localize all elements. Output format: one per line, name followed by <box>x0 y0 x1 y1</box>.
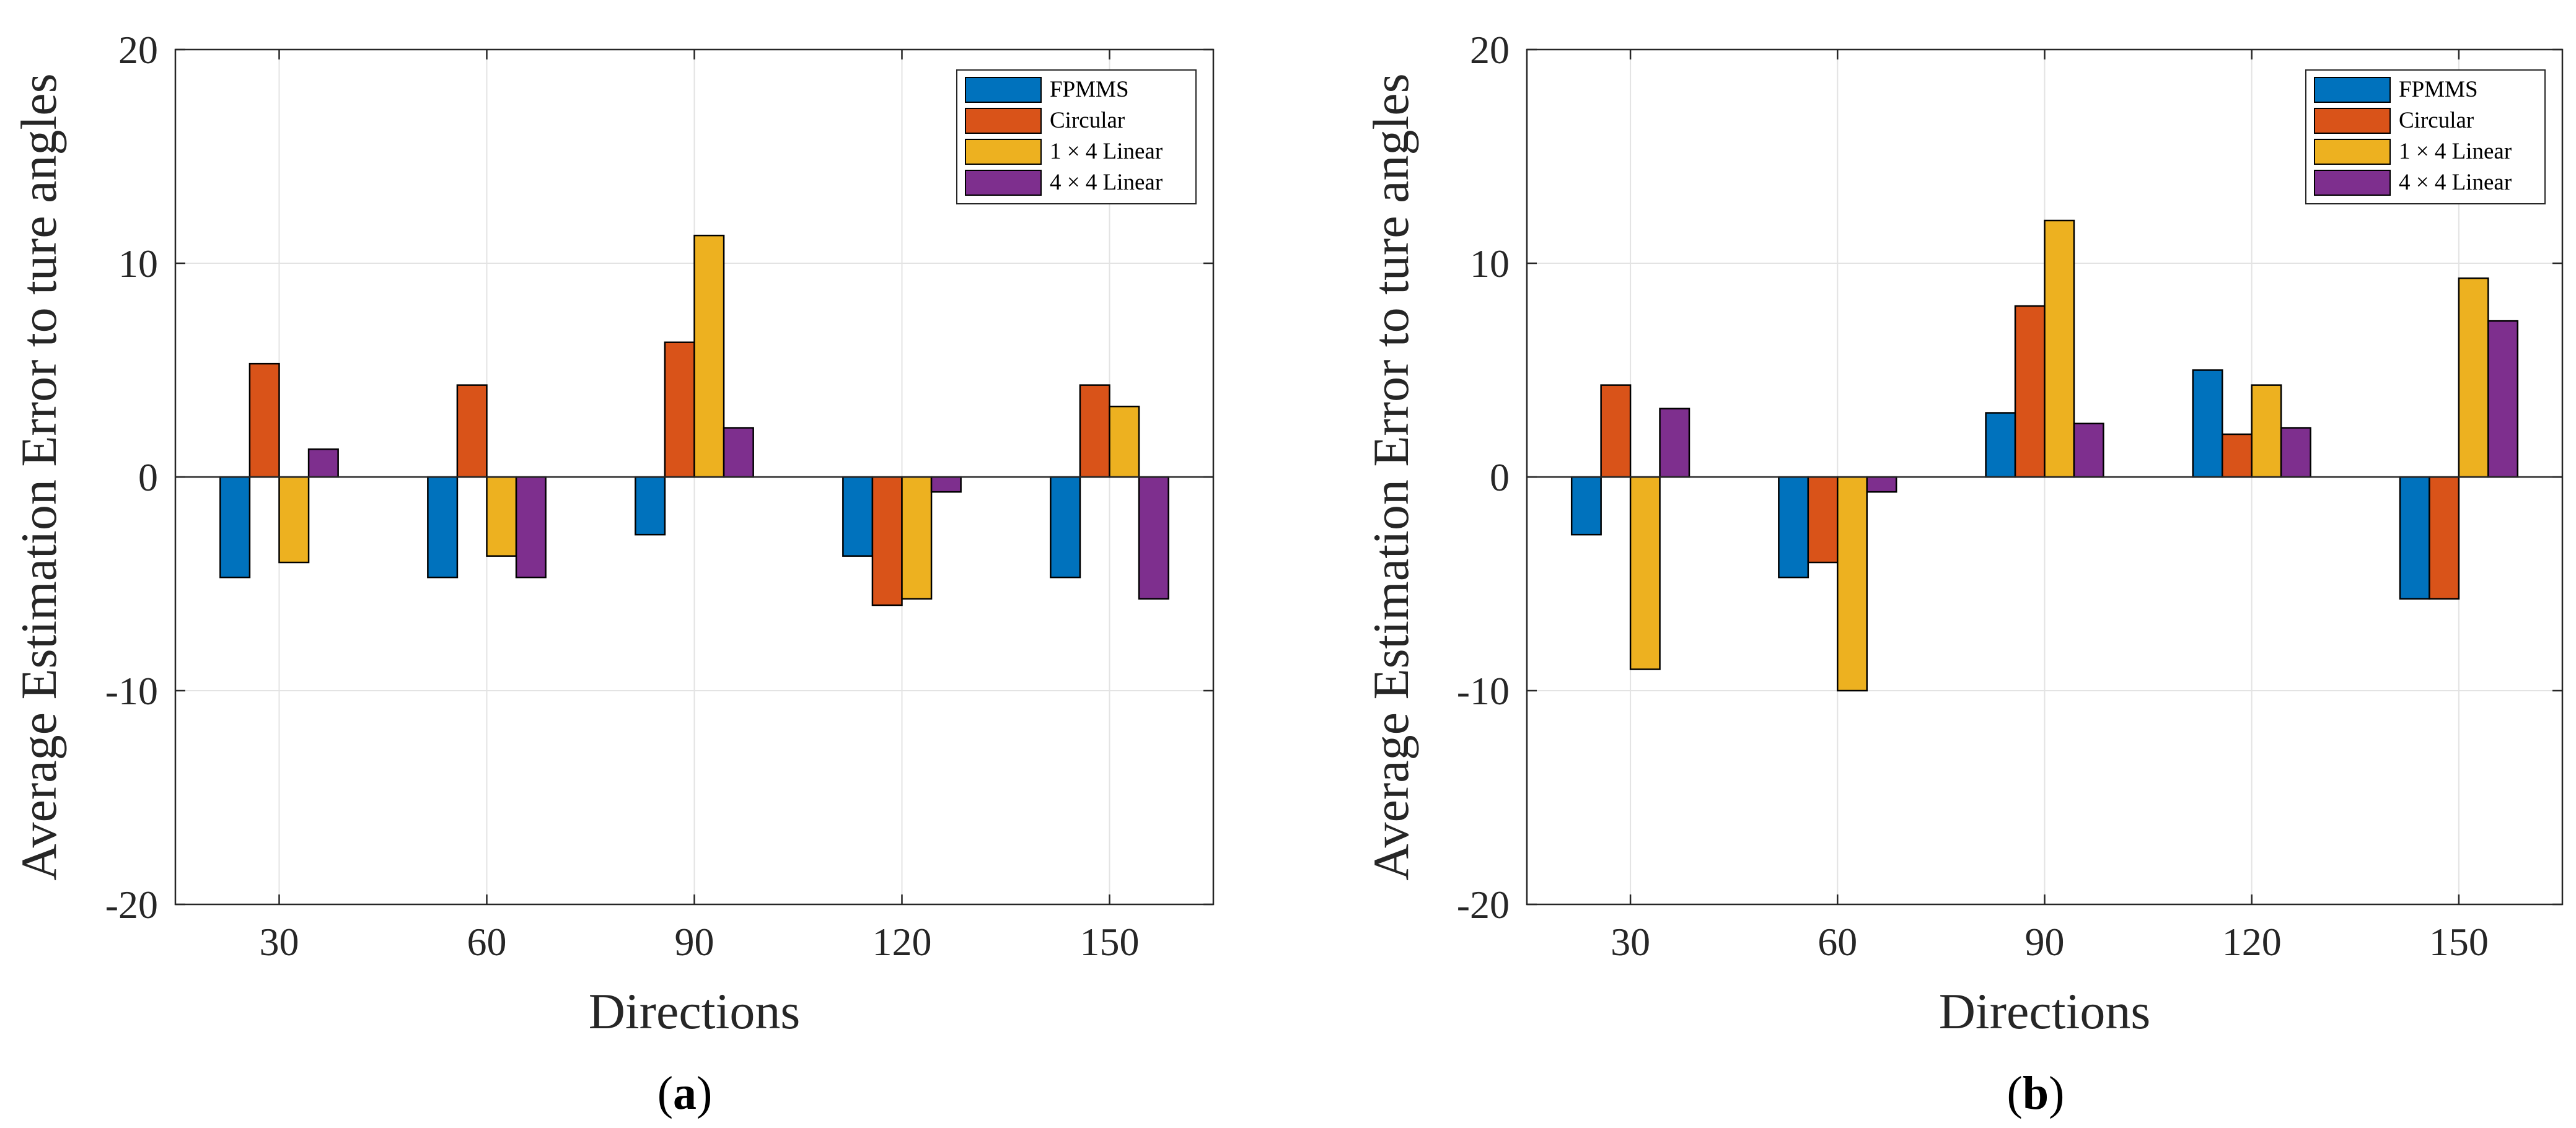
x-tick-label: 150 <box>1080 920 1140 964</box>
bar-b-3-60 <box>1866 476 1897 493</box>
y-tick-label: 10 <box>118 242 158 286</box>
legend: FPMMS Circular 1 × 4 Linear 4 × 4 Linear <box>956 69 1197 204</box>
bar-a-0-120 <box>842 476 874 557</box>
bar-a-2-30 <box>278 476 310 564</box>
bar-a-0-30 <box>219 476 251 579</box>
legend-swatch <box>965 139 1042 165</box>
bar-b-3-150 <box>2487 320 2519 478</box>
y-tick-label: -10 <box>1457 669 1510 713</box>
legend-swatch <box>965 170 1042 196</box>
y-tick-label: 0 <box>1490 455 1510 499</box>
legend-swatch <box>965 108 1042 134</box>
x-tick-label: 30 <box>1611 920 1650 964</box>
y-tick-label: -10 <box>105 669 158 713</box>
bar-b-3-120 <box>2280 427 2311 478</box>
bar-b-1-30 <box>1600 384 1632 478</box>
y-tick-label: 10 <box>1470 242 1510 286</box>
chart-panel-b: -20 -10 0 10 20 30 60 90 120 150 Directions Average… <box>1363 28 2564 1119</box>
legend-label: 4 × 4 Linear <box>2399 170 2512 195</box>
bar-b-1-60 <box>1807 476 1839 564</box>
y-axis-label: Average Estimation Error to ture angles <box>1363 73 1419 880</box>
bar-b-2-90 <box>2044 219 2075 478</box>
legend-label: FPMMS <box>1050 77 1129 102</box>
panel-caption-letter: a <box>673 1067 697 1119</box>
bar-b-1-120 <box>2221 433 2253 478</box>
x-axis-label: Directions <box>1939 983 2151 1039</box>
legend-label: FPMMS <box>2399 77 2478 102</box>
bar-b-2-30 <box>1629 476 1661 670</box>
y-tick-label: -20 <box>1457 883 1510 927</box>
legend-swatch <box>2314 170 2391 196</box>
bar-a-3-30 <box>307 448 339 478</box>
bar-a-1-90 <box>664 341 695 478</box>
bar-b-3-90 <box>2073 422 2104 478</box>
x-tick-label: 150 <box>2429 920 2489 964</box>
bar-b-2-60 <box>1837 476 1868 692</box>
bar-a-2-60 <box>486 476 517 557</box>
bar-b-1-150 <box>2429 476 2460 600</box>
x-tick-label: 90 <box>2025 920 2065 964</box>
bar-b-0-150 <box>2399 476 2430 600</box>
chart-panel-a: -20 -10 0 10 20 30 60 90 120 150 Directions Average… <box>11 28 1215 1119</box>
panel-caption-letter: b <box>2023 1067 2049 1119</box>
legend-swatch <box>2314 139 2391 165</box>
legend-swatch <box>965 77 1042 103</box>
legend: FPMMS Circular 1 × 4 Linear 4 × 4 Linear <box>2305 69 2546 204</box>
legend-swatch <box>2314 77 2391 103</box>
bar-a-0-150 <box>1050 476 1081 579</box>
bar-a-0-60 <box>427 476 459 579</box>
legend-label: 4 × 4 Linear <box>1050 170 1163 195</box>
y-tick-label: 20 <box>118 28 158 72</box>
x-tick-label: 120 <box>873 920 932 964</box>
y-axis-label: Average Estimation Error to ture angles <box>11 73 67 880</box>
bar-a-1-120 <box>871 476 903 606</box>
x-axis-label: Directions <box>589 983 801 1039</box>
bar-b-0-30 <box>1570 476 1602 536</box>
bar-a-2-90 <box>693 234 725 478</box>
bar-b-0-90 <box>1985 412 2016 478</box>
x-tick-label: 90 <box>675 920 714 964</box>
bar-b-2-150 <box>2458 277 2489 478</box>
legend-label: 1 × 4 Linear <box>1050 139 1163 164</box>
x-tick-label: 30 <box>260 920 299 964</box>
bar-a-2-150 <box>1109 405 1140 478</box>
bar-a-1-60 <box>456 384 488 478</box>
bar-a-3-60 <box>515 476 547 579</box>
legend-swatch <box>2314 108 2391 134</box>
bar-b-2-120 <box>2251 384 2282 478</box>
legend-label: Circular <box>2399 108 2474 133</box>
x-tick-label: 60 <box>1818 920 1857 964</box>
y-tick-label: 0 <box>138 455 158 499</box>
bar-a-3-90 <box>723 427 754 478</box>
bar-a-2-120 <box>901 476 933 600</box>
bar-a-1-30 <box>248 362 280 478</box>
bar-b-1-90 <box>2014 305 2046 478</box>
legend-label: 1 × 4 Linear <box>2399 139 2512 164</box>
x-tick-label: 60 <box>467 920 507 964</box>
legend-label: Circular <box>1050 108 1125 133</box>
x-tick-label: 120 <box>2222 920 2282 964</box>
bar-a-3-150 <box>1138 476 1169 600</box>
bar-a-1-150 <box>1079 384 1110 478</box>
panel-caption: (b) <box>2007 1067 2065 1119</box>
bar-b-0-120 <box>2192 369 2223 478</box>
bar-b-0-60 <box>1778 476 1809 579</box>
y-tick-label: 20 <box>1470 28 1510 72</box>
bar-b-3-30 <box>1659 408 1690 478</box>
panel-caption: (a) <box>657 1067 713 1119</box>
y-tick-label: -20 <box>105 883 158 927</box>
bar-a-0-90 <box>635 476 666 536</box>
bar-a-3-120 <box>930 476 962 493</box>
